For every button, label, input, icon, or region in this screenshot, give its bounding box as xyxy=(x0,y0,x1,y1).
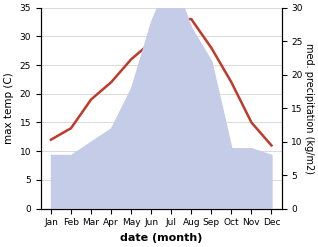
Y-axis label: max temp (C): max temp (C) xyxy=(4,72,14,144)
Y-axis label: med. precipitation (kg/m2): med. precipitation (kg/m2) xyxy=(304,43,314,174)
X-axis label: date (month): date (month) xyxy=(120,233,203,243)
